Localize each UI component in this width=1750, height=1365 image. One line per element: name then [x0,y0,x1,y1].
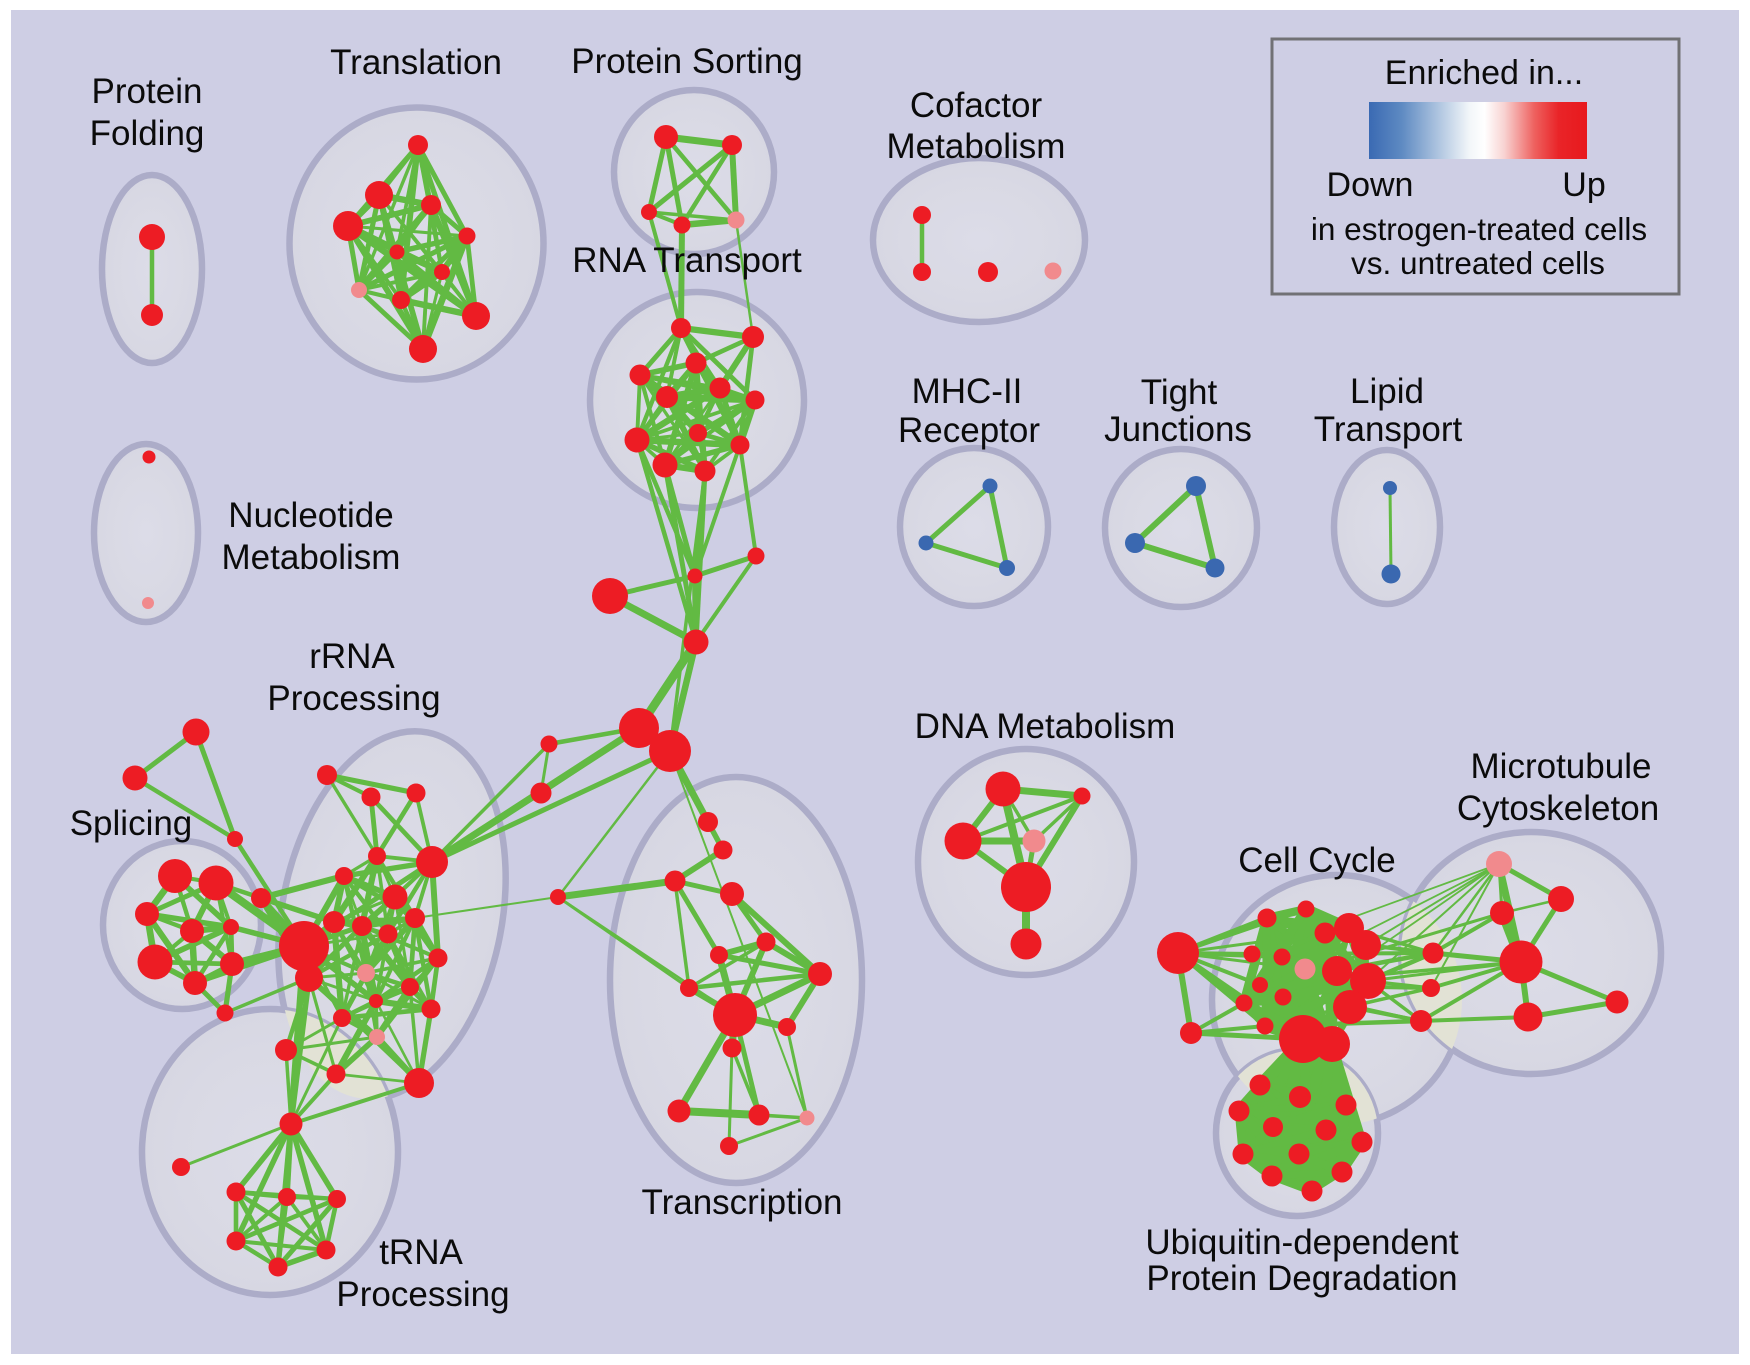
svg-text:Microtubule: Microtubule [1471,747,1652,786]
svg-text:rRNA: rRNA [309,637,395,676]
svg-text:Transport: Transport [1314,410,1463,449]
svg-text:Protein: Protein [92,72,203,111]
svg-text:Cofactor: Cofactor [910,86,1043,125]
svg-text:in estrogen-treated cells: in estrogen-treated cells [1311,211,1647,247]
svg-text:Cell Cycle: Cell Cycle [1238,841,1396,880]
svg-text:tRNA: tRNA [379,1233,463,1272]
svg-text:Ubiquitin-dependent: Ubiquitin-dependent [1145,1223,1459,1262]
svg-text:Transcription: Transcription [642,1183,843,1222]
svg-text:Metabolism: Metabolism [222,538,401,577]
svg-text:Nucleotide: Nucleotide [228,496,393,535]
svg-text:Receptor: Receptor [898,411,1040,450]
svg-text:Tight: Tight [1141,373,1218,412]
svg-text:Protein Degradation: Protein Degradation [1146,1259,1457,1298]
svg-text:Processing: Processing [267,679,440,718]
svg-text:Protein Sorting: Protein Sorting [571,42,803,81]
svg-text:Metabolism: Metabolism [887,127,1066,166]
svg-text:Lipid: Lipid [1350,372,1424,411]
svg-text:RNA Transport: RNA Transport [572,241,802,280]
svg-text:Down: Down [1327,166,1414,204]
svg-text:Processing: Processing [336,1275,509,1314]
svg-text:Translation: Translation [330,43,502,82]
svg-text:MHC-II: MHC-II [912,372,1023,411]
svg-text:DNA Metabolism: DNA Metabolism [915,707,1176,746]
svg-text:Cytoskeleton: Cytoskeleton [1457,789,1659,828]
svg-text:vs. untreated cells: vs. untreated cells [1351,245,1605,281]
svg-text:Up: Up [1562,166,1605,204]
svg-text:Enriched in...: Enriched in... [1385,54,1583,92]
svg-text:Folding: Folding [90,114,205,153]
svg-text:Junctions: Junctions [1104,410,1252,449]
svg-text:Splicing: Splicing [70,804,193,843]
